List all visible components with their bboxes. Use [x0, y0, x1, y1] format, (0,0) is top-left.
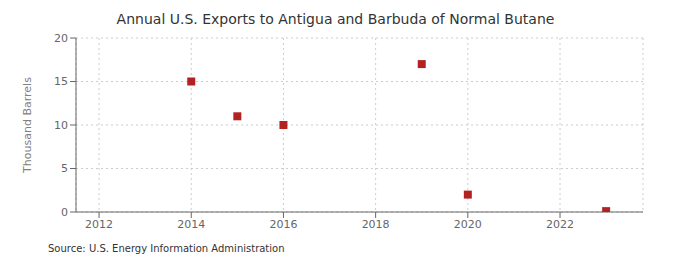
svg-text:2018: 2018 — [362, 218, 390, 231]
svg-text:2020: 2020 — [454, 218, 482, 231]
html-text:Source: U.S. Energy Informatio: Source: U.S. Energy Information Administ… — [48, 243, 285, 254]
svg-text:10: 10 — [54, 119, 68, 132]
svg-text:0: 0 — [61, 206, 68, 219]
svg-text:5: 5 — [61, 162, 68, 175]
svg-text:2012: 2012 — [85, 218, 113, 231]
svg-text:15: 15 — [54, 75, 68, 88]
svg-text:2022: 2022 — [546, 218, 574, 231]
html-text:Annual U.S. Exports to Antigua: Annual U.S. Exports to Antigua and Barbu… — [116, 11, 555, 27]
svg-text:2016: 2016 — [269, 218, 297, 231]
svg-text:2014: 2014 — [177, 218, 205, 231]
svg-text:20: 20 — [54, 32, 68, 45]
svg-text:Thousand Barrels: Thousand Barrels — [21, 77, 34, 174]
